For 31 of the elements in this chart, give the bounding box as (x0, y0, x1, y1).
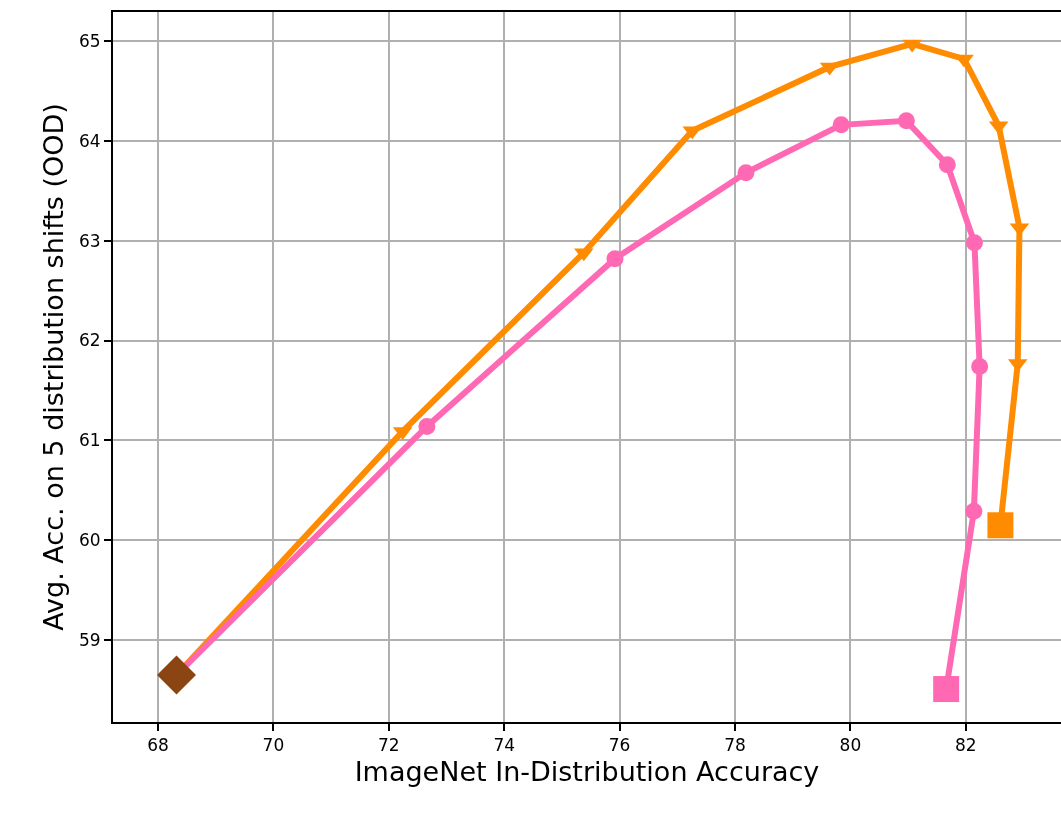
point (971, 358, 989, 375)
point (938, 156, 956, 174)
y-tick-label: 61 (78, 430, 101, 451)
x-tick-label: 76 (608, 735, 631, 756)
y-tick-label: 62 (78, 330, 101, 351)
x-tick-label: 72 (377, 735, 400, 756)
x-tick-label: 82 (954, 735, 977, 756)
point (933, 676, 960, 703)
y-tick-label: 60 (78, 530, 101, 551)
point (987, 512, 1014, 539)
point (737, 164, 755, 182)
point (965, 502, 983, 520)
y-axis-title: Avg. Acc. on 5 distribution shifts (OOD) (37, 103, 69, 631)
point (965, 234, 983, 252)
x-tick-label: 80 (839, 735, 862, 756)
y-tick-label: 65 (78, 30, 101, 51)
point (574, 248, 594, 262)
x-tick-label: 78 (724, 735, 746, 756)
y-tick-label: 59 (78, 630, 101, 651)
x-tick-label: 68 (147, 735, 169, 756)
x-axis-title: ImageNet In-Distribution Accuracy (354, 756, 820, 788)
point (606, 250, 624, 268)
y-tick-label: 64 (78, 130, 101, 151)
x-tick-label: 70 (262, 735, 285, 756)
point (902, 39, 922, 53)
point (156, 655, 196, 695)
point (832, 116, 850, 134)
point (418, 417, 436, 435)
y-tick-label: 63 (78, 230, 101, 251)
point (897, 112, 915, 130)
x-tick-label: 74 (493, 735, 516, 756)
